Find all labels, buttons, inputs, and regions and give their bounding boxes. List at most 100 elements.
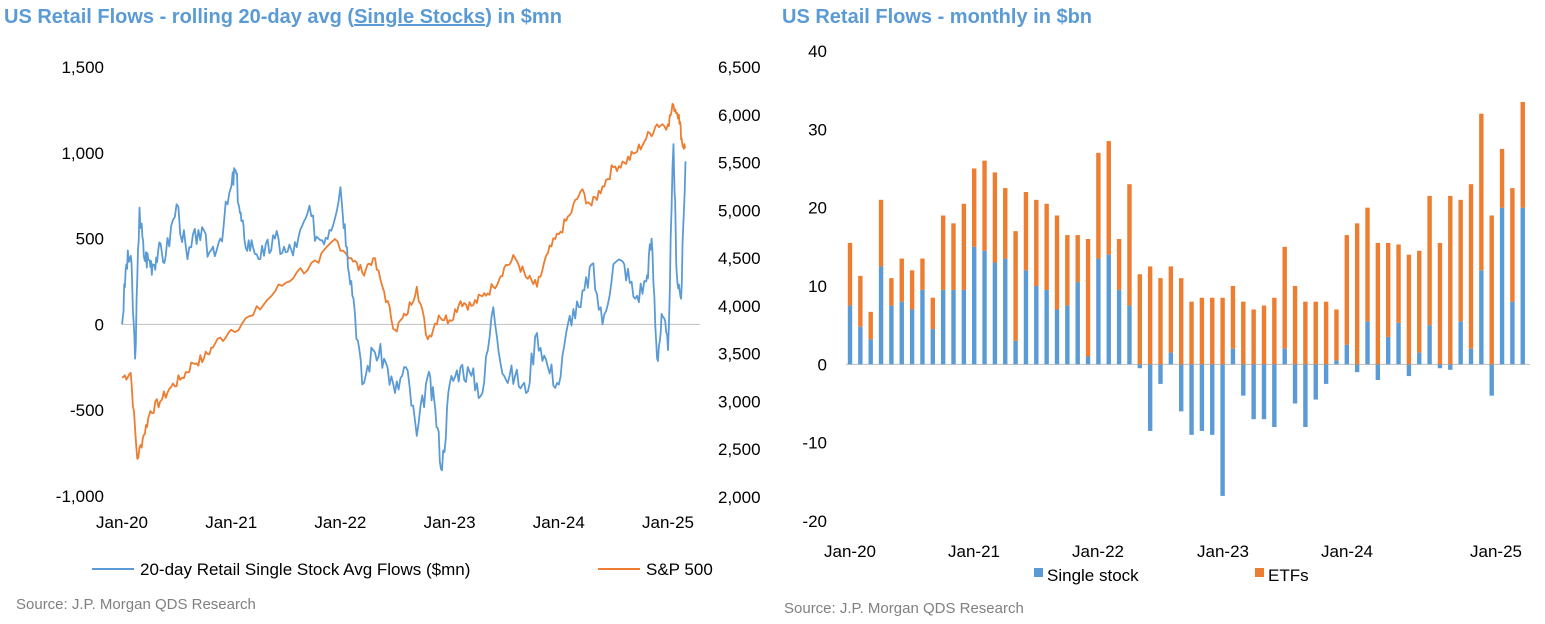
bar-single-stock (1199, 364, 1205, 431)
bar-single-stock (951, 289, 956, 365)
bar-etf (1189, 301, 1194, 365)
bar-etf (1313, 301, 1318, 365)
bar-single-stock (1147, 364, 1153, 431)
bar-single-stock (847, 305, 853, 365)
bar-etf (1075, 235, 1080, 283)
bar-etf (1251, 309, 1256, 365)
left-chart-source: Source: J.P. Morgan QDS Research (16, 596, 256, 613)
bar-etf (1282, 246, 1287, 349)
right-y-tick-label: 3,000 (718, 392, 761, 411)
bar-etf (951, 223, 956, 290)
bar-etf (847, 242, 853, 306)
bar-single-stock (1065, 305, 1070, 365)
right-chart-title: US Retail Flows - monthly in $bn (782, 6, 1093, 28)
bar-etf (1210, 297, 1215, 365)
left-y-tick-label: -1,000 (56, 487, 104, 506)
legend-label-retail-flows: 20-day Retail Single Stock Avg Flows ($m… (140, 560, 470, 579)
bar-single-stock (1479, 270, 1484, 365)
bar-single-stock (1251, 364, 1256, 420)
right-chart-x-tick-label: Jan-21 (948, 542, 1000, 561)
bar-single-stock (1437, 364, 1443, 369)
bar-single-stock (899, 301, 904, 365)
legend-swatch-etfs (1255, 568, 1264, 577)
bar-single-stock (961, 289, 967, 365)
bar-single-stock (1210, 364, 1215, 435)
right-y-tick-label: 4,000 (718, 297, 761, 316)
right-chart-x-tick-label: Jan-22 (1072, 542, 1124, 561)
bar-single-stock (1179, 364, 1184, 412)
bar-etf (889, 278, 894, 306)
legend-label-sp500: S&P 500 (646, 560, 713, 579)
right-chart-source: Source: J.P. Morgan QDS Research (784, 600, 1024, 617)
bar-single-stock (930, 329, 935, 365)
bar-etf (1479, 113, 1484, 271)
bar-etf (1241, 301, 1246, 365)
bar-single-stock (1354, 364, 1360, 373)
bar-etf (1023, 192, 1029, 271)
left-y-tick-label: 500 (76, 230, 104, 249)
right-chart-y-tick-label: 10 (808, 277, 827, 296)
bar-single-stock (1085, 356, 1091, 365)
bar-etf (878, 199, 884, 267)
bar-single-stock (1003, 258, 1008, 365)
right-chart-y-tick-label: 40 (808, 42, 827, 61)
bar-etf (1437, 242, 1443, 365)
bar-single-stock (1458, 321, 1463, 365)
left-x-tick-label: Jan-24 (533, 513, 585, 532)
bar-single-stock (1127, 305, 1132, 365)
bar-etf (930, 297, 935, 330)
bar-etf (1499, 148, 1505, 208)
bar-etf (1448, 195, 1453, 365)
bar-single-stock (1334, 360, 1339, 365)
bar-single-stock (1510, 301, 1515, 365)
bar-etf (920, 258, 925, 290)
bar-etf (1292, 286, 1298, 365)
left-chart-title-underlined: Single Stocks (354, 6, 486, 28)
bar-etf (1158, 278, 1163, 365)
bar-single-stock (1106, 254, 1111, 365)
right-y-tick-label: 3,500 (718, 345, 761, 364)
bar-etf (1520, 101, 1525, 208)
left-y-tick-label: -500 (70, 401, 104, 420)
bar-single-stock (1313, 364, 1318, 400)
bar-single-stock (1230, 348, 1236, 365)
bar-single-stock (1075, 282, 1080, 365)
right-chart-x-tick-label: Jan-25 (1470, 542, 1522, 561)
bar-single-stock (1013, 340, 1018, 365)
bar-single-stock (1499, 207, 1505, 365)
bar-etf (1116, 239, 1122, 290)
bar-single-stock (1044, 289, 1049, 365)
bar-etf (1034, 199, 1039, 286)
bar-single-stock (858, 326, 863, 365)
left-y-tick-label: 1,500 (61, 58, 104, 77)
bar-single-stock (1396, 322, 1401, 365)
bar-etf (1013, 231, 1018, 341)
bar-single-stock (1323, 364, 1329, 384)
bar-single-stock (992, 262, 998, 365)
bar-etf (940, 215, 946, 290)
series-line-sp500 (121, 102, 687, 460)
bar-etf (1127, 184, 1132, 306)
series-line-retail-flows (121, 143, 687, 472)
bar-single-stock (1344, 344, 1349, 365)
bar-etf (982, 160, 987, 251)
left-y-tick-label: 1,000 (61, 144, 104, 163)
bar-single-stock (1489, 364, 1494, 396)
right-chart-y-tick-label: 20 (808, 199, 827, 218)
bar-single-stock (909, 309, 915, 365)
right-y-tick-label: 2,000 (718, 488, 761, 507)
bar-etf (1272, 297, 1277, 365)
left-x-tick-label: Jan-23 (424, 513, 476, 532)
bar-etf (1406, 254, 1412, 365)
left-chart-title-suffix: ) in $mn (485, 6, 562, 28)
bar-etf (899, 258, 904, 302)
bar-etf (1179, 278, 1184, 365)
bar-etf (1417, 250, 1422, 353)
bar-etf (1168, 266, 1174, 353)
bar-etf (1065, 235, 1070, 306)
bar-etf (1303, 301, 1308, 365)
bar-etf (1468, 184, 1474, 349)
bar-etf (1220, 297, 1225, 365)
bar-single-stock (1054, 309, 1060, 365)
bar-single-stock (1365, 321, 1370, 365)
